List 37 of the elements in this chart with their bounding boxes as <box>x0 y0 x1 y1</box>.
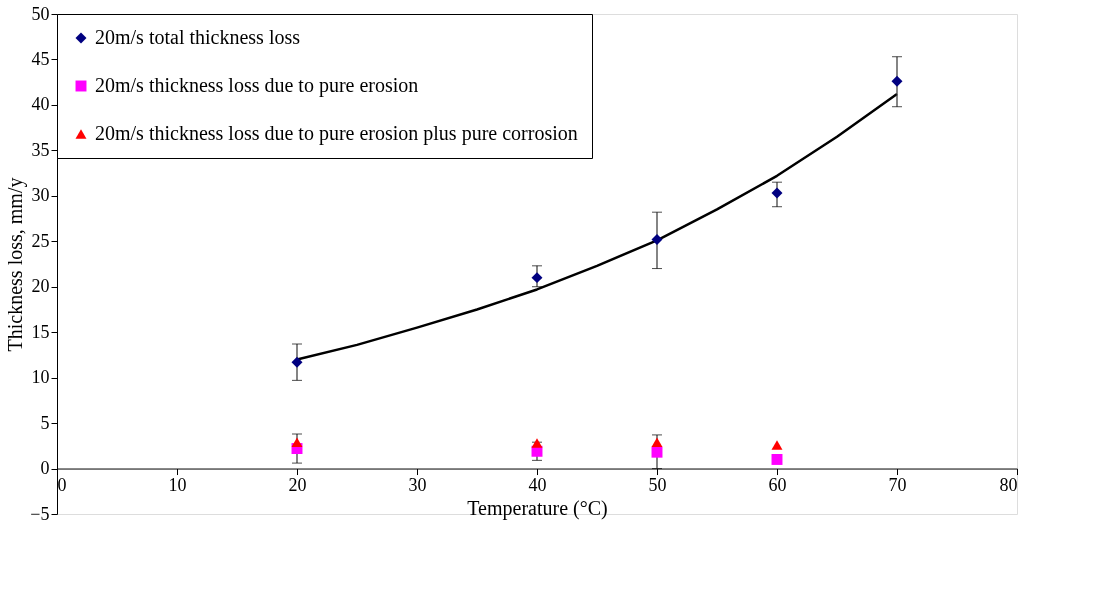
x-tick-label: 0 <box>57 475 67 496</box>
y-tick-label: −5 <box>30 503 50 524</box>
y-tick-label: 30 <box>31 185 50 206</box>
point <box>891 75 903 87</box>
point <box>531 272 543 284</box>
point <box>291 356 303 368</box>
point <box>651 437 663 447</box>
point <box>771 440 783 450</box>
x-tick-label: 60 <box>768 475 787 496</box>
y-tick-label: 5 <box>40 412 50 433</box>
y-axis-title: Thickness loss, mm/y <box>4 177 28 352</box>
x-tick-label: 70 <box>888 475 907 496</box>
x-tick-label: 80 <box>999 475 1018 496</box>
y-tick-label: 45 <box>31 48 50 69</box>
point <box>651 446 663 458</box>
y-tick-label: 50 <box>31 3 50 24</box>
y-tick-label: 15 <box>31 321 50 342</box>
x-tick-label: 20 <box>288 475 307 496</box>
x-tick-label: 50 <box>648 475 667 496</box>
y-tick-label: 20 <box>31 276 50 297</box>
x-axis-title: Temperature (°C) <box>467 497 608 521</box>
legend-label: 20m/s thickness loss due to pure erosion <box>95 74 419 97</box>
x-tick-label: 10 <box>168 475 187 496</box>
point <box>651 233 663 245</box>
y-tick-label: 0 <box>40 458 50 479</box>
legend-label: 20m/s thickness loss due to pure erosion plus pure corrosion <box>95 122 578 145</box>
point <box>771 187 783 199</box>
x-tick-label: 40 <box>528 475 547 496</box>
point <box>291 437 303 447</box>
y-tick-label: 25 <box>31 230 50 251</box>
x-tick-label: 30 <box>408 475 427 496</box>
point <box>771 453 783 465</box>
legend-label: 20m/s total thickness loss <box>95 26 301 48</box>
point <box>531 438 543 448</box>
y-tick-label: 10 <box>31 367 50 388</box>
y-tick-label: 35 <box>31 139 50 160</box>
y-tick-label: 40 <box>31 94 50 115</box>
